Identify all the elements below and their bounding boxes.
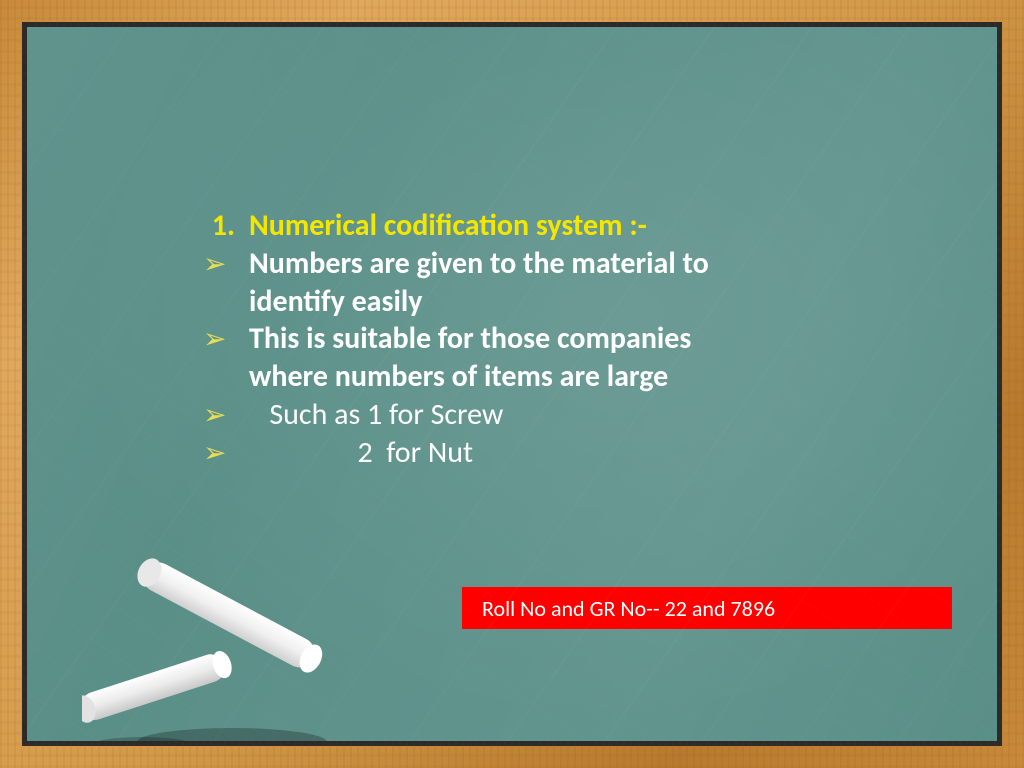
bullet-cont: identify easily: [197, 283, 897, 321]
chevron-icon: ➢: [197, 245, 249, 283]
bullet-text: This is suitable for those companies: [249, 320, 897, 358]
heading-row: 1. Numerical codification system :-: [197, 207, 897, 245]
heading-text: Numerical codification system :-: [249, 207, 897, 245]
heading-number: 1.: [197, 207, 249, 245]
chevron-icon: ➢: [197, 320, 249, 358]
wooden-frame: 1. Numerical codification system :- ➢ Nu…: [0, 0, 1024, 768]
roll-no-banner: Roll No and GR No-- 22 and 7896: [462, 587, 952, 629]
bullet-text: Numbers are given to the material to: [249, 245, 897, 283]
slide-content: 1. Numerical codification system :- ➢ Nu…: [197, 207, 897, 472]
banner-text: Roll No and GR No-- 22 and 7896: [482, 595, 775, 622]
chalk-piece-icon: [82, 547, 342, 741]
inner-border: 1. Numerical codification system :- ➢ Nu…: [22, 22, 1002, 746]
bullet-row: ➢ This is suitable for those companies: [197, 320, 897, 358]
bullet-row: ➢ Such as 1 for Screw: [197, 396, 897, 434]
bullet-text: 2 for Nut: [249, 434, 897, 472]
bullet-row: ➢ Numbers are given to the material to: [197, 245, 897, 283]
chevron-icon: ➢: [197, 434, 249, 472]
bullet-text: Such as 1 for Screw: [249, 396, 897, 434]
bullet-row: ➢ 2 for Nut: [197, 434, 897, 472]
bullet-text: where numbers of items are large: [249, 358, 897, 396]
bullet-cont: where numbers of items are large: [197, 358, 897, 396]
bullet-text: identify easily: [249, 283, 897, 321]
chevron-icon: ➢: [197, 396, 249, 434]
chalkboard: 1. Numerical codification system :- ➢ Nu…: [27, 27, 997, 741]
